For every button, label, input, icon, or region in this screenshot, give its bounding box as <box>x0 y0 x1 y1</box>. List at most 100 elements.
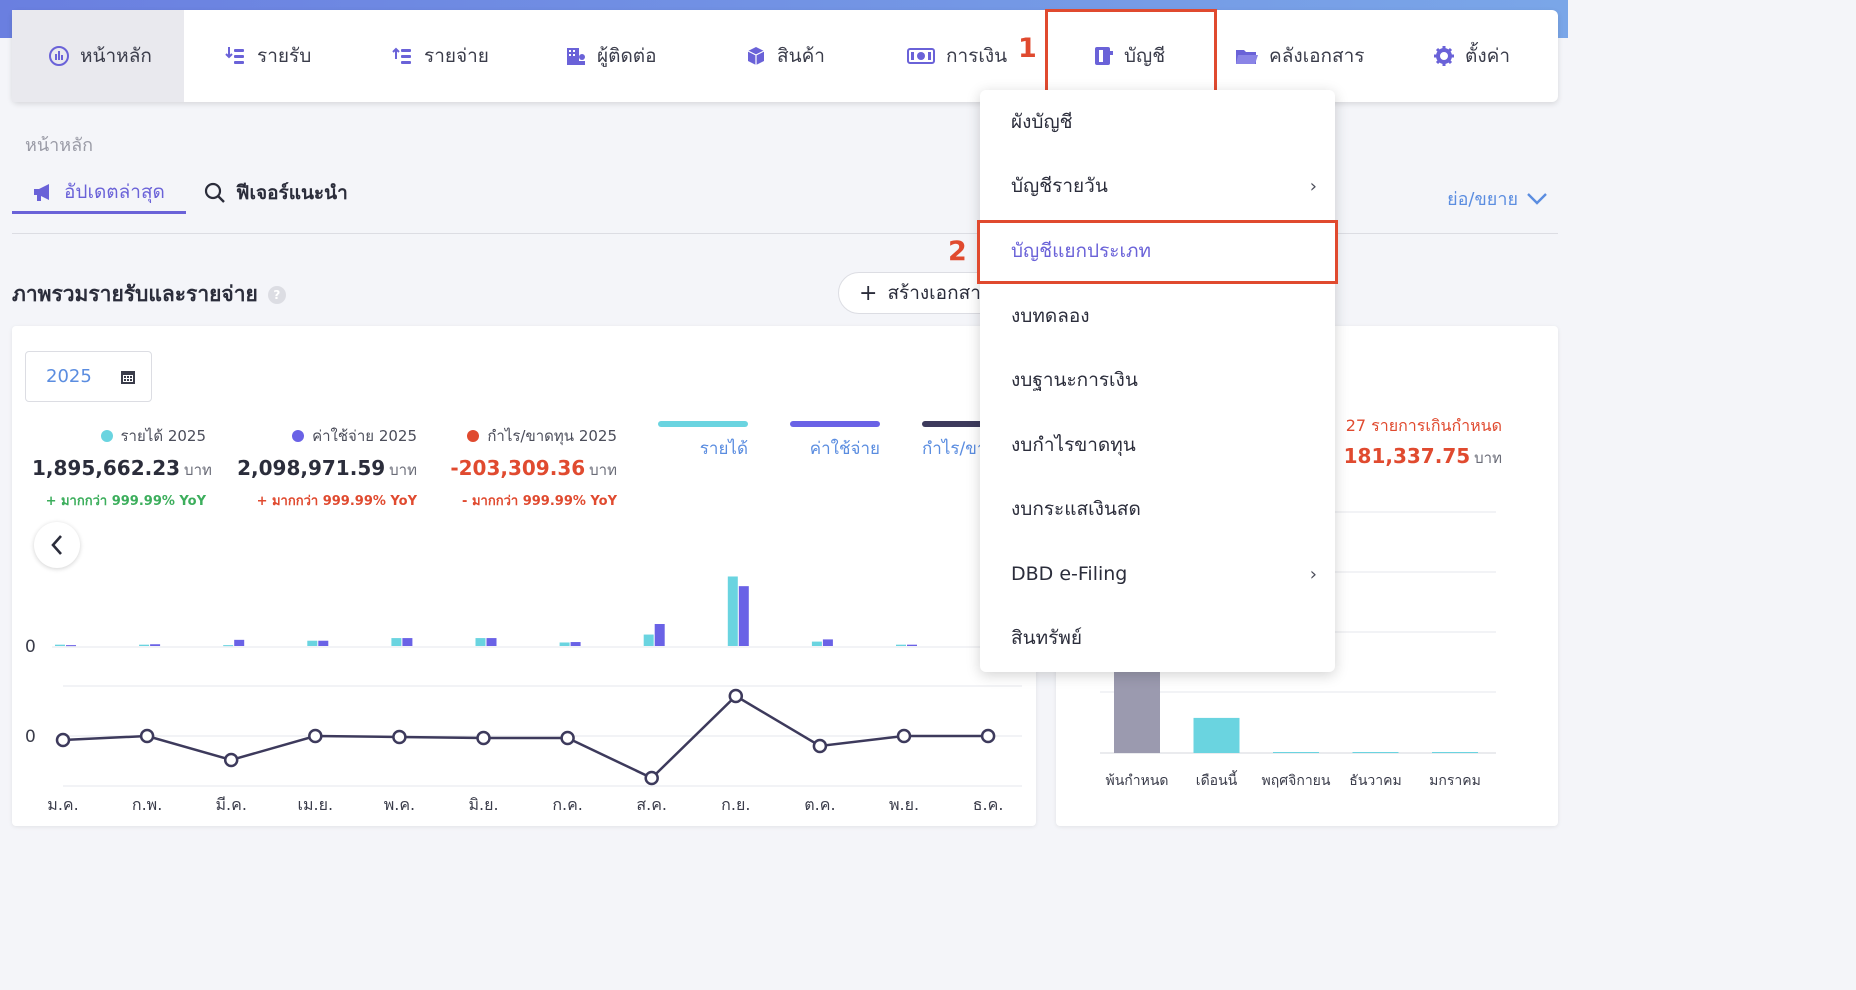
nav-item-accounting[interactable]: บัญชี <box>1092 10 1165 102</box>
nav-item-income[interactable]: รายรับ <box>225 10 311 102</box>
month-tick-label: ต.ค. <box>804 795 835 814</box>
highlight-general-ledger <box>977 220 1338 284</box>
month-tick-label: พ.ค. <box>384 795 415 814</box>
receivable-tick-label: มกราคม <box>1429 773 1481 789</box>
section-title-text: ภาพรวมรายรับและรายจ่าย <box>12 282 258 306</box>
stat-value: -203,309.36 บาท <box>432 456 617 482</box>
receivable-tick-label: เดือนนี้ <box>1196 770 1238 789</box>
income-bar <box>643 634 654 646</box>
breadcrumb: หน้าหลัก <box>25 135 94 156</box>
line-zero-label: 0 <box>25 727 36 747</box>
menu-item-general-ledger[interactable]: บัญชีแยกประเภท <box>980 219 1335 283</box>
nav-label: การเงิน <box>946 45 1008 67</box>
main-nav: หน้าหลัก รายรับ รายจ่าย ผู้ติดต่อ สินค้า… <box>12 10 1558 102</box>
month-tick-label: มิ.ย. <box>468 795 498 814</box>
menu-item-label: งบทดลอง <box>1011 305 1090 327</box>
stat-label: กำไร/ขาดทุน 2025 <box>487 427 617 445</box>
nav-item-finance[interactable]: การเงิน <box>906 10 1007 102</box>
expense-bar <box>486 638 497 646</box>
gear-icon <box>1434 46 1454 66</box>
income-bar <box>727 576 738 646</box>
receivable-tick-label: พ้นกำหนด <box>1105 773 1168 789</box>
nav-item-products[interactable]: สินค้า <box>745 10 825 102</box>
tab-label: ฟีเจอร์แนะนำ <box>236 182 348 204</box>
receivable-bar <box>1193 717 1240 753</box>
expense-dot <box>292 430 305 442</box>
nav-item-expense[interactable]: รายจ่าย <box>392 10 489 102</box>
nav-label: ผู้ติดต่อ <box>597 45 657 67</box>
nav-item-documents[interactable]: คลังเอกสาร <box>1235 10 1365 102</box>
expand-label: ย่อ/ขยาย <box>1447 189 1518 210</box>
help-icon[interactable]: ? <box>267 285 286 304</box>
month-tick-label: ส.ค. <box>636 795 667 814</box>
month-tick-label: ก.ย. <box>721 795 750 814</box>
expense-bar <box>570 642 581 646</box>
legend-income[interactable]: รายได้ <box>658 421 748 462</box>
menu-item-balance-sheet[interactable]: งบฐานะการเงิน <box>980 348 1335 412</box>
legend-expense[interactable]: ค่าใช้จ่าย <box>790 421 880 462</box>
menu-item-cash-flow[interactable]: งบกระแสเงินสด <box>980 477 1335 541</box>
nav-item-dashboard[interactable]: หน้าหลัก <box>12 10 184 102</box>
legend-swatch <box>658 421 748 427</box>
tab-recommended-features[interactable]: ฟีเจอร์แนะนำ <box>204 172 348 214</box>
profit-point <box>728 688 744 704</box>
profit-point <box>55 732 71 748</box>
previous-year-button[interactable] <box>34 522 80 568</box>
step-marker-1: 1 <box>1018 33 1037 64</box>
stat-yoy: - มากกว่า 999.99% YoY <box>462 494 617 509</box>
highlight-accounting <box>1045 9 1217 93</box>
profit-point <box>308 728 323 744</box>
year-value: 2025 <box>46 366 92 387</box>
month-tick-label: เม.ย. <box>298 795 334 814</box>
profit-point <box>560 730 575 746</box>
menu-item-trial-balance[interactable]: งบทดลอง <box>980 284 1335 348</box>
stat-profit: กำไร/ขาดทุน 2025 -203,309.36 บาท - มากกว่… <box>432 424 617 511</box>
overdue-amount-unit: บาท <box>1474 449 1502 467</box>
nav-item-contacts[interactable]: ผู้ติดต่อ <box>565 10 657 102</box>
income-bar <box>811 641 822 646</box>
chevron-down-icon <box>1527 192 1547 205</box>
month-tick-label: ก.พ. <box>132 795 162 814</box>
income-bar <box>475 638 486 646</box>
expense-bar <box>738 586 749 646</box>
menu-item-assets[interactable]: สินทรัพย์ <box>980 606 1335 670</box>
stat-income: รายได้ 2025 1,895,662.23 บาท + มากกว่า 99… <box>32 424 212 511</box>
expense-icon <box>392 47 411 64</box>
profit-point <box>644 770 659 786</box>
chevron-left-icon <box>51 535 62 555</box>
profit-point <box>223 752 239 768</box>
box-icon <box>747 47 765 65</box>
stat-value: 1,895,662.23 บาท <box>32 456 212 482</box>
nav-item-settings[interactable]: ตั้งค่า <box>1433 10 1510 102</box>
profit-point <box>812 738 828 754</box>
menu-item-dbd-efiling[interactable]: DBD e-Filing › <box>980 542 1335 606</box>
menu-item-journal[interactable]: บัญชีรายวัน › <box>980 154 1335 218</box>
menu-item-income-statement[interactable]: งบกำไรขาดทุน <box>980 413 1335 477</box>
nav-label: ตั้งค่า <box>1465 45 1510 67</box>
overdue-count: 27 รายการเกินกำหนด <box>1345 416 1502 435</box>
expense-bar <box>150 644 161 646</box>
month-tick-label: ธ.ค. <box>973 795 1004 814</box>
chevron-right-icon: › <box>1309 563 1317 585</box>
nav-label: รายจ่าย <box>424 45 489 67</box>
legend-swatch <box>790 421 880 427</box>
month-tick-label: มี.ค. <box>215 795 246 814</box>
stat-yoy: + มากกว่า 999.99% YoY <box>256 494 417 509</box>
folder-icon <box>1236 50 1258 64</box>
menu-item-label: บัญชีรายวัน <box>1011 175 1108 197</box>
year-picker[interactable]: 2025 <box>25 351 152 402</box>
month-tick-label: พ.ย. <box>889 795 919 814</box>
tab-latest-updates[interactable]: อัปเดตล่าสุด <box>12 172 186 214</box>
legend-label: ค่าใช้จ่าย <box>809 439 880 459</box>
menu-item-chart-of-accounts[interactable]: ผังบัญชี <box>980 90 1335 154</box>
collapse-expand-toggle[interactable]: ย่อ/ขยาย <box>1447 184 1548 213</box>
income-bar <box>55 644 65 646</box>
profit-dot <box>467 430 480 442</box>
menu-item-label: DBD e-Filing <box>1011 563 1128 585</box>
legend-profit[interactable]: กำไร/ขา <box>922 421 1012 462</box>
nav-label: สินค้า <box>777 45 825 67</box>
profit-point <box>476 730 491 746</box>
receivable-bar <box>1352 752 1399 753</box>
expense-bar <box>402 638 413 646</box>
month-tick-label: ม.ค. <box>47 795 78 814</box>
